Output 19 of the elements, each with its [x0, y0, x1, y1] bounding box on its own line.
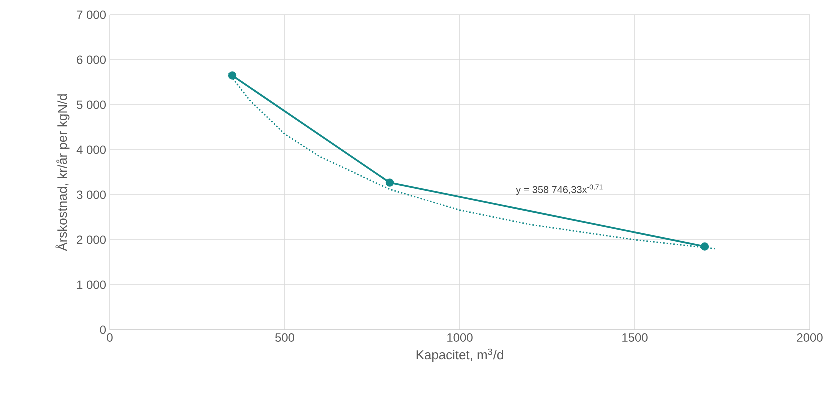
- point: [386, 178, 394, 187]
- point: [228, 72, 237, 80]
- y-tick-label: 6 000: [77, 56, 106, 64]
- y-tick-label: 1 000: [77, 280, 106, 290]
- y-tick-label: 4 000: [76, 146, 106, 154]
- x-tick-label: 1000: [448, 334, 473, 342]
- y-tick-label: 2 000: [77, 236, 106, 244]
- y-tick-label: 3 000: [77, 190, 106, 200]
- x-tick-label: 1500: [622, 334, 648, 342]
- y-axis-title: Årskostnad, kr/år per kgN/d: [56, 94, 70, 252]
- annotation: y = 358 746,33x$^{-0,71}$: [516, 184, 603, 196]
- y-tick-label: 5 000: [77, 100, 106, 110]
- x-tick-label: 500: [276, 334, 295, 342]
- y-tick-label: 7 000: [77, 10, 106, 20]
- x-tick-label: 2000: [797, 334, 823, 342]
- x-tick-label: 0: [107, 334, 113, 342]
- point: [700, 242, 710, 251]
- x-axis-title: Kapacitet, m$^{3}$/d: [416, 348, 504, 362]
- y-tick-label: 0: [100, 326, 106, 334]
